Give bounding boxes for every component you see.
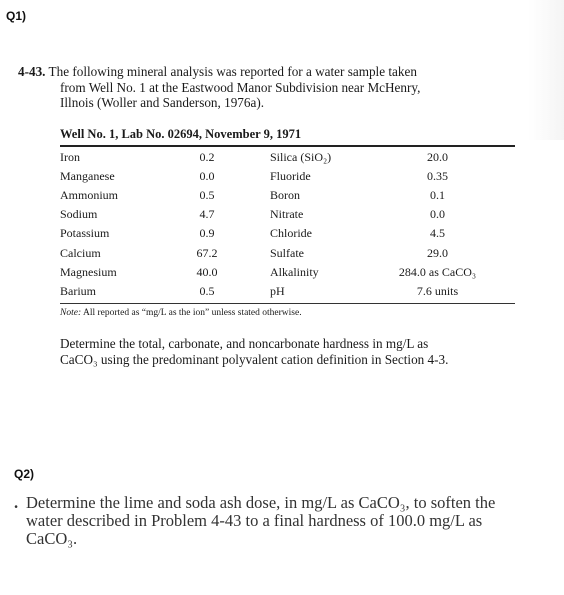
q2-line-3: CaCO₃. <box>26 529 78 548</box>
problem-number: 4-43. <box>18 64 46 79</box>
parameter-name: Potassium <box>60 226 110 241</box>
parameter-name: Alkalinity <box>270 264 319 279</box>
parameter-value: 0.2 <box>199 150 215 165</box>
parameter-value: 4.7 <box>199 207 215 222</box>
q2-line-1: Determine the lime and soda ash dose, in… <box>26 493 496 512</box>
table-row: Potassium 0.9 Chloride 4.5 <box>60 224 515 243</box>
problem-line-1: The following mineral analysis was repor… <box>48 64 417 79</box>
table-top-rule <box>60 145 515 147</box>
parameter-name: Chloride <box>270 226 312 241</box>
parameter-value: 284.0 as CaCO₃ <box>398 264 477 279</box>
determine-text: Determine the total, carbonate, and nonc… <box>60 336 540 367</box>
parameter-value: 29.0 <box>427 245 448 260</box>
parameter-value: 67.2 <box>196 245 218 260</box>
table-row: Sodium 4.7 Nitrate 0.0 <box>60 205 515 224</box>
table-row: Manganese 0.0 Fluoride 0.35 <box>60 167 515 186</box>
question-1-label: Q1) <box>6 9 27 23</box>
table-row: Iron 0.2 Silica (SiO₂) 20.0 <box>60 148 515 167</box>
parameter-value: 0.35 <box>427 169 448 184</box>
determine-line-2: CaCO₃ using the predominant polyvalent c… <box>60 351 449 367</box>
parameter-value: 7.6 units <box>416 283 459 298</box>
parameter-name: Calcium <box>60 245 101 260</box>
parameter-name: Silica (SiO₂) <box>270 150 332 165</box>
note-text: All reported as “mg/L as the ion” unless… <box>82 308 302 318</box>
table-row: Ammonium 0.5 Boron 0.1 <box>60 186 515 205</box>
table-bottom-rule <box>60 303 515 304</box>
parameter-value: 0.5 <box>199 283 215 298</box>
parameter-name: Iron <box>60 150 80 165</box>
parameter-name: Nitrate <box>270 207 304 222</box>
parameter-name: Sodium <box>60 207 98 222</box>
parameter-value: 0.9 <box>199 226 215 241</box>
scan-edge-shadow <box>528 0 564 140</box>
mineral-analysis-table: Iron 0.2 Silica (SiO₂) 20.0 Manganese 0.0 Fluo… <box>60 148 515 301</box>
parameter-name: Fluoride <box>270 169 311 184</box>
table-row: Calcium 67.2 Sulfate 29.0 <box>60 243 515 262</box>
table-note: Note: All reported as “mg/L as the ion” … <box>60 308 302 318</box>
determine-line-1: Determine the total, carbonate, and nonc… <box>60 336 429 351</box>
parameter-name: Ammonium <box>60 188 119 203</box>
problem-line-2: from Well No. 1 at the Eastwood Manor Su… <box>60 79 421 95</box>
parameter-name: Barium <box>60 283 96 298</box>
parameter-value: 40.0 <box>196 264 218 279</box>
parameter-name: Sulfate <box>270 245 304 260</box>
question-2-body: . Determine the lime and soda ash dose, i… <box>14 494 554 548</box>
parameter-value: 20.0 <box>427 150 448 165</box>
parameter-name: Magnesium <box>60 264 117 279</box>
q2-line-2: water described in Problem 4-43 to a fin… <box>26 511 483 530</box>
parameter-value: 4.5 <box>430 226 445 241</box>
problem-line-3: Illnois (Woller and Sanderson, 1976a). <box>60 95 265 110</box>
parameter-name: Boron <box>270 188 300 203</box>
parameter-value: 0.5 <box>199 188 215 203</box>
parameter-value: 0.0 <box>430 207 445 222</box>
parameter-value: 0.0 <box>199 169 215 184</box>
table-title: Well No. 1, Lab No. 02694, November 9, 1… <box>60 127 302 141</box>
parameter-name: Manganese <box>60 169 115 184</box>
parameter-name: pH <box>270 283 285 298</box>
table-row: Barium 0.5 pH 7.6 units <box>60 282 515 301</box>
table-row: Magnesium 40.0 Alkalinity 284.0 as CaCO₃ <box>60 263 515 282</box>
q2-bullet: . <box>14 493 19 512</box>
question-2-label: Q2) <box>14 467 35 481</box>
note-prefix: Note: <box>60 308 82 318</box>
problem-statement: 4-43. The following mineral analysis was… <box>18 64 528 111</box>
parameter-value: 0.1 <box>430 188 445 203</box>
